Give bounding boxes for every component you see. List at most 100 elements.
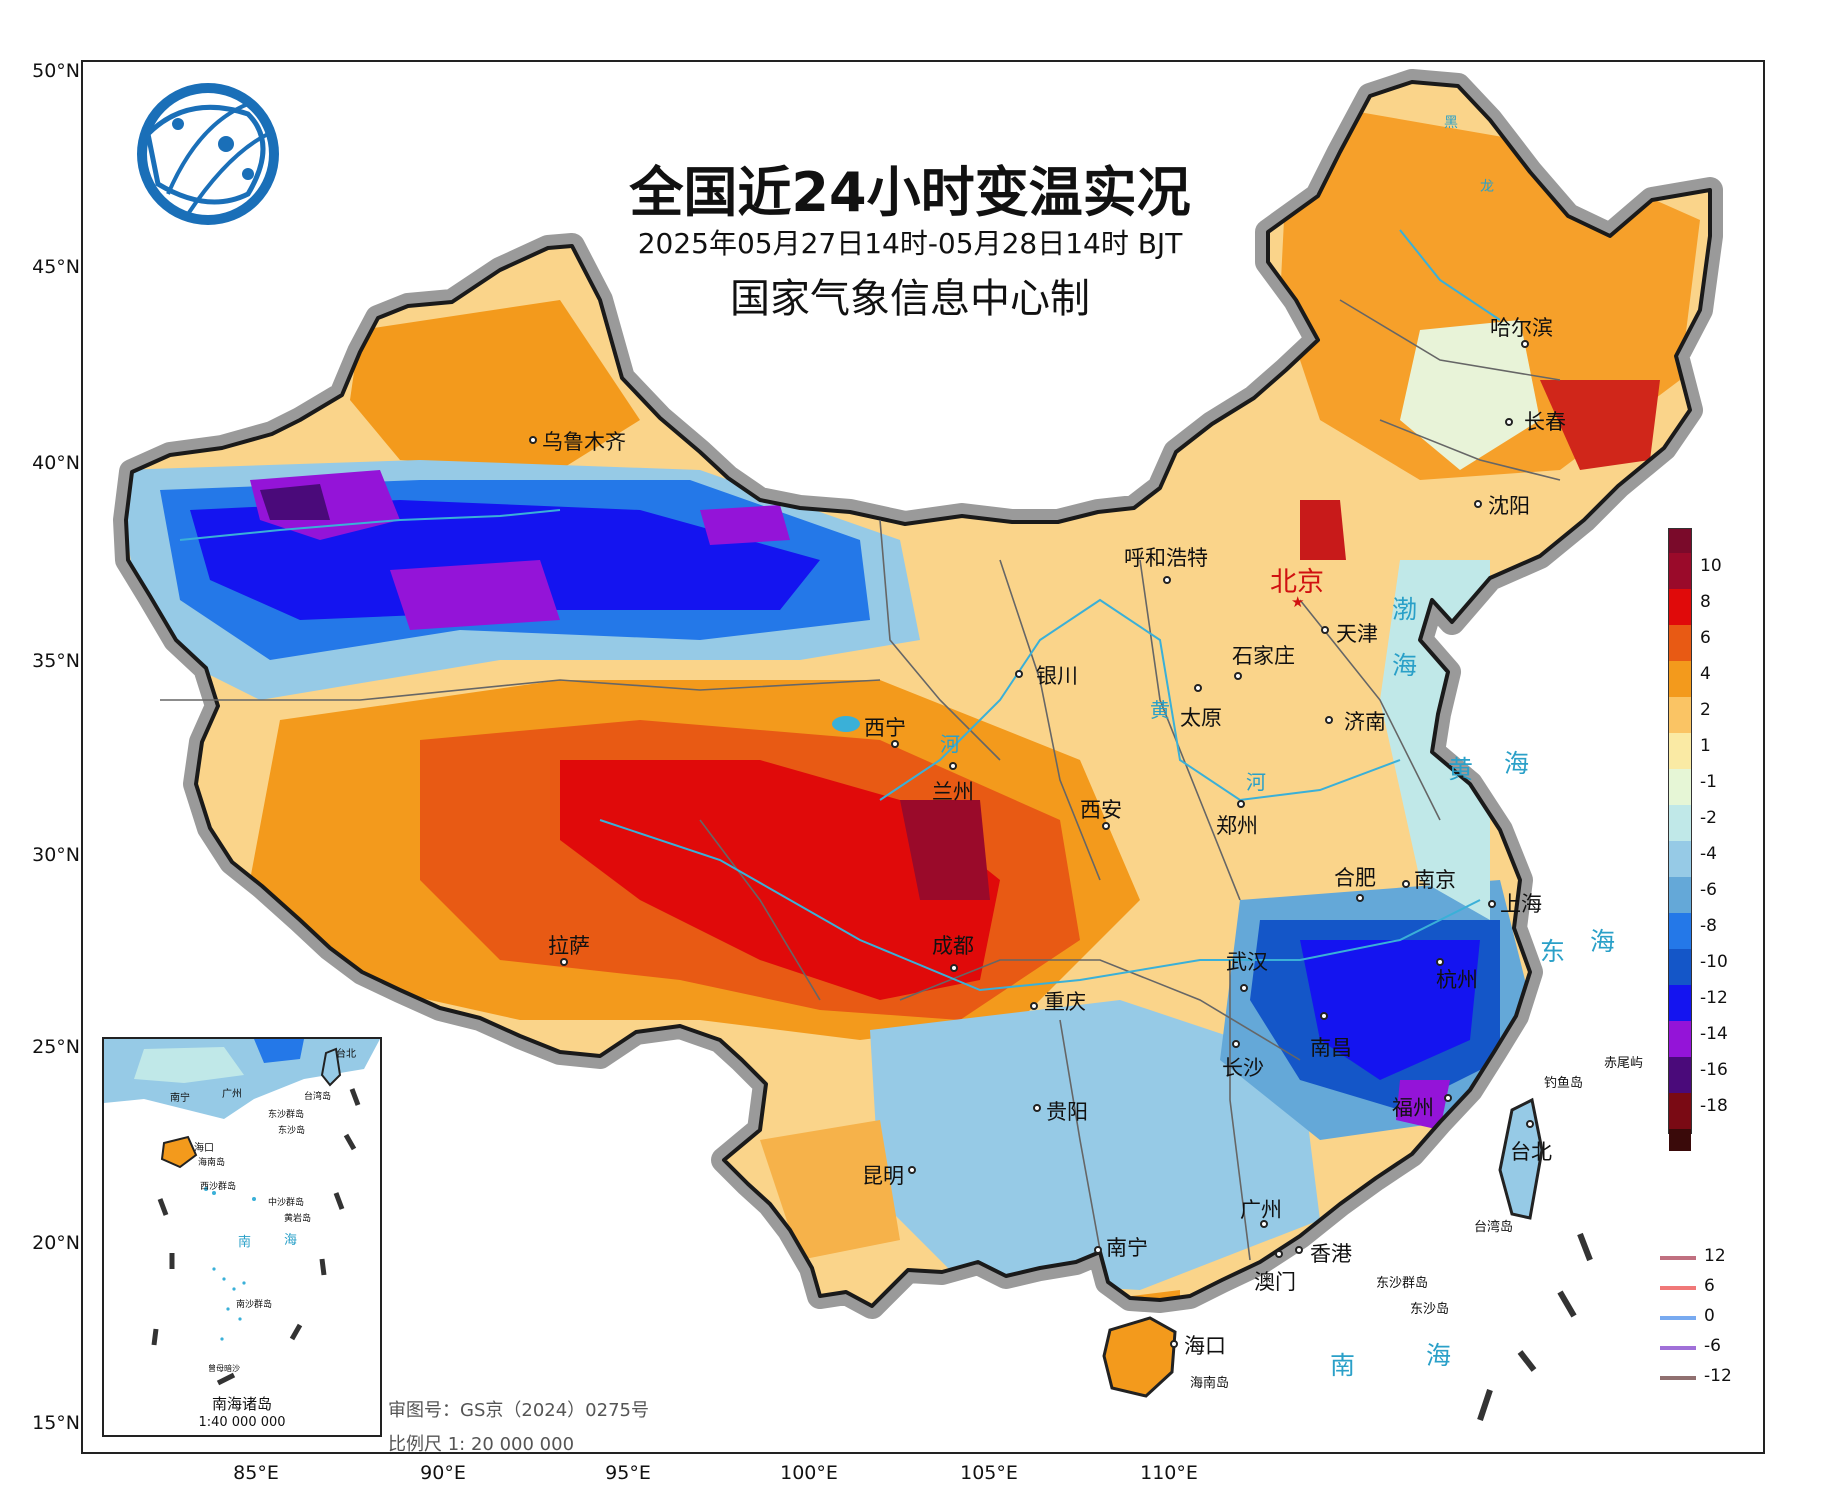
city-dot <box>560 958 568 966</box>
inset-land-light <box>134 1047 244 1083</box>
city-dot <box>1030 1002 1038 1010</box>
boundary-hunan <box>1229 960 1251 1261</box>
inset-dash-1 <box>349 1088 361 1106</box>
lon-label-105: 105°E <box>960 1462 1018 1484</box>
city-guangzhou: 广州 <box>1240 1198 1282 1222</box>
colorbar-label: 1 <box>1700 736 1711 756</box>
city-chongqing: 重庆 <box>1044 990 1086 1014</box>
river-songhua <box>1399 229 1501 321</box>
colorbar-segment <box>1669 805 1691 841</box>
inset-title: 南海诸岛 <box>211 1395 272 1413</box>
lon-label-85: 85°E <box>233 1462 279 1484</box>
inset-label-haikou: 海口 <box>194 1143 214 1154</box>
line-legend-label: -12 <box>1704 1366 1732 1386</box>
colorbar-label: 4 <box>1700 664 1711 684</box>
city-wuhan: 武汉 <box>1226 950 1268 974</box>
island-diaoyu: 钓鱼岛 <box>1544 1076 1584 1091</box>
city-dot <box>908 1166 916 1174</box>
colorbar-label: -16 <box>1700 1060 1728 1080</box>
river-label-he1: 河 <box>940 732 960 756</box>
city-hefei: 合肥 <box>1334 866 1376 890</box>
city-beijing: 北京 <box>1270 567 1324 598</box>
nine-dash-main <box>1477 1232 1593 1421</box>
city-dot <box>1163 576 1171 584</box>
colorbar <box>1668 528 1692 1151</box>
dash-2 <box>1557 1290 1577 1318</box>
sea-east-2: 海 <box>1590 927 1616 956</box>
city-dot <box>529 436 537 444</box>
city-dot <box>1356 894 1364 902</box>
field-s-cool <box>870 1000 1320 1290</box>
approval-number: 审图号：GS京（2024）0275号 <box>388 1400 649 1421</box>
lat-label-45: 45°N <box>32 256 80 278</box>
inset-label-zengmu: 曾母暗沙 <box>208 1364 240 1373</box>
island-chiwei: 赤尾屿 <box>1604 1056 1644 1071</box>
inset-scale: 1:40 000 000 <box>198 1415 286 1430</box>
lat-label-50: 50°N <box>32 60 80 82</box>
logo-node-2 <box>172 118 184 130</box>
city-dot <box>1170 1340 1178 1348</box>
lon-label-110: 110°E <box>1140 1462 1198 1484</box>
map-title: 全国近24小时变温实况 <box>629 161 1191 224</box>
city-hangzhou: 杭州 <box>1436 968 1478 992</box>
city-dot <box>1488 900 1496 908</box>
colorbar-segment <box>1669 625 1691 661</box>
inset-dash-4 <box>319 1258 327 1276</box>
city-yinchuan: 银川 <box>1036 664 1078 688</box>
city-dot <box>1521 340 1529 348</box>
lat-label-30: 30°N <box>32 844 80 866</box>
island-dongsha: 东沙岛 <box>1410 1302 1450 1317</box>
map-subtitle: 2025年05月27日14时-05月28日14时 BJT <box>637 227 1183 260</box>
field-xj-purple-2 <box>390 560 560 630</box>
city-dot <box>1505 418 1513 426</box>
city-taipei: 台北 <box>1510 1140 1552 1164</box>
colorbar-segment <box>1669 1021 1691 1057</box>
rivers <box>179 229 1501 992</box>
river-yangtze <box>599 819 1481 992</box>
boundary-guizhou <box>1059 1019 1101 1251</box>
river-label-hei: 黑 <box>1444 115 1458 131</box>
river-label-huang: 黄 <box>1150 698 1170 722</box>
dash-3 <box>1517 1350 1537 1372</box>
city-urumqi: 乌鲁木齐 <box>542 430 626 454</box>
city-xian: 西安 <box>1080 798 1122 822</box>
colorbar-segment <box>1669 529 1691 553</box>
inset-label-nan: 南 <box>238 1235 252 1250</box>
colorbar-segment <box>1669 949 1691 985</box>
line-legend-swatch <box>1660 1316 1696 1320</box>
city-dot <box>1237 800 1245 808</box>
inset-taiwan <box>320 1047 342 1087</box>
city-changchun: 长春 <box>1524 410 1566 434</box>
field-xj-purple-3 <box>700 505 790 545</box>
city-lhasa: 拉萨 <box>548 934 590 958</box>
city-dot <box>891 740 899 748</box>
colorbar-segment <box>1669 1129 1691 1151</box>
city-dot <box>1102 822 1110 830</box>
colorbar-label: -14 <box>1700 1024 1728 1044</box>
lon-label-100: 100°E <box>780 1462 838 1484</box>
colorbar-segment <box>1669 661 1691 697</box>
city-dot <box>1436 958 1444 966</box>
line-legend-label: 12 <box>1704 1246 1726 1266</box>
colorbar-segment <box>1669 913 1691 949</box>
colorbar-label: -18 <box>1700 1096 1728 1116</box>
colorbar-segment <box>1669 1057 1691 1093</box>
city-dot <box>1234 672 1242 680</box>
inset-label-nanning: 南宁 <box>170 1093 190 1104</box>
colorbar-segment <box>1669 733 1691 769</box>
line-legend-label: 0 <box>1704 1306 1715 1326</box>
taiwan-island <box>1498 1097 1544 1220</box>
line-legend-swatch <box>1660 1286 1696 1290</box>
field-east-deepblue <box>1300 940 1480 1080</box>
inset-label-zhongsha: 中沙群岛 <box>268 1198 305 1208</box>
sea-yellow-1: 黄 <box>1448 755 1474 784</box>
logo-node-1 <box>218 136 234 152</box>
colorbar-label: -8 <box>1700 916 1717 936</box>
lon-label-95: 95°E <box>605 1462 651 1484</box>
city-dot <box>1033 1104 1041 1112</box>
city-kunming: 昆明 <box>862 1164 904 1188</box>
inset-dash-9 <box>157 1198 169 1216</box>
city-dot <box>949 762 957 770</box>
